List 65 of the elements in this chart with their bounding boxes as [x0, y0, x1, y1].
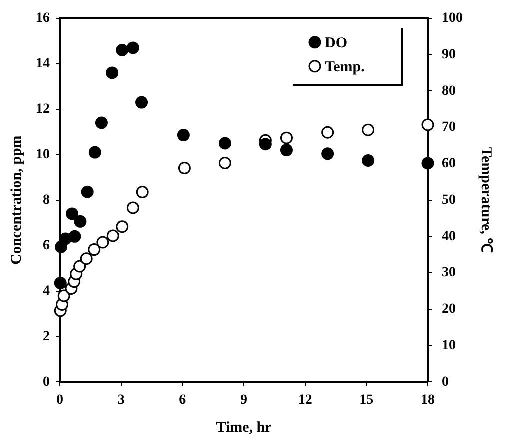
y2-tick-label: 10 [442, 338, 456, 354]
point [106, 230, 120, 242]
point [88, 244, 101, 256]
y2-axis-title: Temperature, ℃ [478, 147, 494, 254]
x-tick-label: 15 [360, 393, 374, 408]
y-tick-label: 10 [36, 147, 50, 162]
point [54, 277, 67, 290]
legend-label: Temp. [325, 59, 366, 76]
point [58, 290, 70, 302]
y-tick-label: 12 [36, 102, 50, 117]
point [280, 132, 293, 144]
point [136, 186, 149, 199]
point [88, 146, 102, 159]
point [66, 208, 79, 220]
x-tick-label: 6 [179, 393, 186, 408]
y2-tick-label: 20 [442, 302, 456, 318]
point [422, 157, 434, 170]
point [126, 42, 140, 54]
x-tick-label: 9 [240, 393, 248, 408]
point [177, 129, 190, 142]
point [81, 186, 94, 198]
point [218, 137, 232, 150]
y-tick-label: 14 [36, 56, 50, 72]
y-tick-label: 16 [36, 11, 50, 26]
point [422, 118, 434, 132]
y2-tick-label: 80 [442, 84, 456, 99]
y-tick-label: 2 [43, 329, 50, 344]
y2-tick-label: 0 [442, 374, 449, 390]
point [80, 252, 93, 266]
point [116, 220, 129, 234]
y2-tick-label: 70 [442, 120, 456, 136]
y2-tick-label: 40 [442, 229, 456, 244]
point [95, 116, 108, 130]
point [74, 215, 87, 228]
x-tick-label: 3 [118, 393, 125, 408]
y2-tick-label: 50 [442, 192, 456, 208]
point [322, 126, 334, 139]
y2-tick-label: 90 [442, 47, 456, 62]
y2-tick-label: 100 [442, 11, 463, 26]
point [178, 162, 191, 175]
legend-label: DO [325, 35, 348, 52]
point [280, 144, 293, 157]
point [218, 156, 232, 170]
y2-tick-label: 30 [442, 266, 456, 281]
point [126, 202, 140, 214]
y-tick-label: 4 [43, 284, 50, 299]
y-tick-label: 0 [43, 374, 50, 390]
point [68, 230, 82, 243]
point [362, 154, 375, 167]
y-axis-title: Concentration, ppm [8, 135, 25, 265]
point [106, 66, 119, 80]
point [116, 44, 129, 56]
y-tick-label: 8 [43, 192, 50, 208]
point [96, 236, 110, 249]
x-tick-label: 0 [56, 393, 64, 408]
point [362, 124, 375, 136]
x-tick-label: 18 [421, 393, 435, 408]
x-axis-title: Time, hr [216, 420, 272, 436]
point [74, 260, 86, 273]
point [136, 96, 148, 109]
point [259, 138, 272, 151]
point [322, 148, 334, 160]
x-tick-label: 12 [298, 393, 312, 408]
y2-tick-label: 60 [442, 156, 456, 172]
y-tick-label: 6 [43, 238, 50, 254]
